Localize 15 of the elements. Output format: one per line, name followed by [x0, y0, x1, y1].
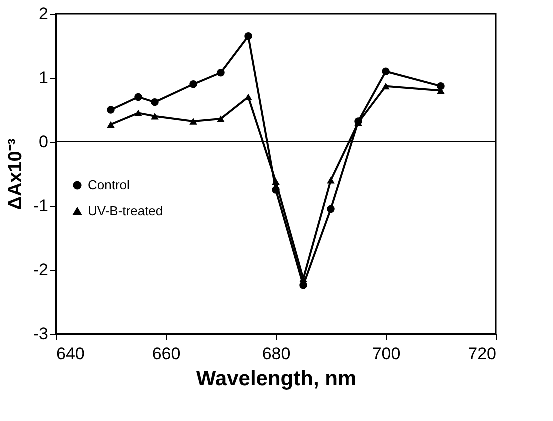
- y-tick-label: -1: [33, 196, 48, 216]
- y-tick-label: 2: [39, 4, 48, 24]
- legend-label: Control: [88, 178, 130, 192]
- x-tick-label: 700: [372, 344, 401, 364]
- x-tick-label: 680: [262, 344, 291, 364]
- y-axis-title: ΔAx10⁻³: [5, 138, 26, 210]
- y-tick-label: -2: [33, 260, 48, 280]
- y-tick-label: 0: [39, 132, 48, 152]
- x-tick-label: 720: [468, 344, 496, 364]
- x-axis-title: Wavelength, nm: [196, 368, 357, 390]
- x-tick-label: 640: [56, 344, 85, 364]
- legend-label: UV-B-treated: [88, 204, 164, 218]
- y-tick-label: 1: [39, 68, 48, 88]
- y-tick-label: -3: [33, 324, 48, 344]
- x-tick-label: 660: [152, 344, 181, 364]
